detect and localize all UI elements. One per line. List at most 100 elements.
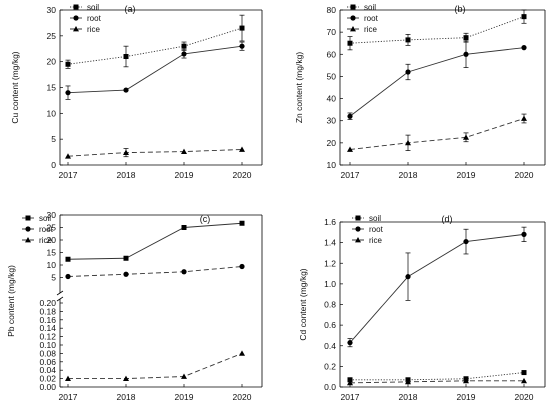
- y-tick-label: 0.00: [39, 382, 56, 392]
- legend: soil root rice: [70, 3, 102, 34]
- x-tick-label: 2017: [59, 170, 78, 180]
- x-tick-label: 2019: [457, 170, 476, 180]
- data-point-soil: [181, 43, 187, 49]
- x-tick-label: 2017: [59, 392, 78, 401]
- y-tick-label: 5: [51, 134, 56, 144]
- series-line-soil: [349, 16, 525, 44]
- data-point-soil: [65, 61, 71, 67]
- data-point-root: [239, 43, 245, 49]
- legend-label-soil: soil: [39, 214, 51, 223]
- y-tick-label: 0.12: [39, 332, 56, 342]
- data-point-soil: [65, 256, 71, 262]
- y-tick-label: 0.06: [39, 357, 56, 367]
- legend-label-rice: rice: [364, 25, 377, 34]
- data-point-rice: [239, 350, 245, 356]
- y-tick-label: 5: [51, 273, 56, 283]
- data-point-rice: [239, 146, 245, 152]
- data-point-rice: [405, 139, 411, 146]
- data-point-soil: [347, 377, 353, 383]
- legend-label-root: root: [87, 14, 102, 23]
- data-point-rice: [123, 375, 129, 381]
- legend-marker-soil: [73, 4, 79, 10]
- y-tick-label: 25: [47, 31, 57, 41]
- data-point-root: [65, 273, 71, 280]
- data-point-rice: [123, 149, 129, 155]
- y-tick-label: 40: [327, 94, 337, 104]
- chart-panel-2: 0.000.020.040.060.080.100.120.140.160.18…: [6, 210, 263, 401]
- legend-marker-soil: [355, 215, 361, 221]
- legend-marker-rice: [73, 26, 79, 32]
- data-point-rice: [463, 377, 469, 384]
- data-point-root: [521, 231, 527, 237]
- series-rice: [347, 377, 527, 386]
- axis-break-mark: [56, 290, 64, 296]
- series-line-soil: [350, 372, 525, 381]
- y-tick-label: 30: [47, 5, 57, 15]
- y-tick-label: 60: [327, 49, 337, 59]
- y-tick-label: 0.02: [39, 374, 56, 384]
- data-point-soil: [521, 14, 527, 20]
- x-tick-label: 2020: [233, 170, 252, 180]
- legend-label-soil: soil: [87, 3, 99, 12]
- data-point-rice: [181, 373, 187, 379]
- data-point-root: [65, 90, 71, 96]
- series-root: [347, 40, 527, 120]
- data-point-root: [463, 238, 469, 245]
- series-line-root: [349, 47, 525, 117]
- chart-panel-1: 10 20 30 40 50 60 70 80 2017 2018 2019 2020 Zn conte…: [294, 3, 546, 180]
- data-point-rice: [347, 379, 353, 386]
- y-axis-title: Zn content (mg/kg): [294, 52, 304, 124]
- y-tick-label: 0.14: [39, 323, 56, 333]
- series-root: [65, 41, 245, 100]
- series-rice: [65, 146, 245, 159]
- legend-marker-root: [355, 226, 361, 232]
- legend-label-rice: rice: [87, 25, 100, 34]
- y-tick-label: 0.18: [39, 306, 56, 316]
- data-point-root: [405, 69, 411, 75]
- data-point-root: [521, 45, 527, 51]
- data-point-rice: [347, 146, 353, 152]
- y-tick-label: 0: [51, 160, 56, 170]
- x-tick-label: 2017: [341, 392, 360, 401]
- data-point-root: [463, 51, 469, 57]
- panel-label: (c): [200, 214, 211, 224]
- legend: soil root rice: [347, 3, 379, 34]
- data-point-rice: [65, 153, 71, 159]
- data-point-rice: [521, 377, 527, 384]
- data-point-soil: [405, 37, 411, 43]
- series-line-root: [67, 45, 243, 94]
- data-point-root: [405, 274, 411, 280]
- legend-label-soil: soil: [369, 214, 381, 223]
- chart-panel-0: 0 5 10 15 20 25 30 2017 2018 2019 2020 Cu content (…: [10, 3, 263, 180]
- x-tick-label: 2019: [457, 392, 476, 401]
- y-tick-label: 20: [327, 138, 337, 148]
- data-point-soil: [347, 40, 353, 46]
- y-tick-label: 0.8: [324, 300, 336, 310]
- y-tick-label: 0.2: [324, 361, 336, 371]
- series-line-root: [349, 233, 525, 343]
- legend-label-root: root: [364, 14, 379, 23]
- data-point-rice: [521, 115, 527, 121]
- axis-break-mark: [56, 296, 64, 302]
- y-tick-label: 0.0: [324, 382, 336, 392]
- y-tick-label: 30: [327, 116, 337, 126]
- series-rice: [65, 350, 245, 381]
- data-point-soil: [181, 225, 187, 230]
- series-soil: [347, 370, 527, 383]
- x-tick-label: 2020: [233, 392, 252, 401]
- x-tick-label: 2017: [341, 170, 360, 180]
- y-tick-label: 0.6: [324, 320, 336, 330]
- y-tick-label: 10: [47, 260, 57, 270]
- series-line-rice: [349, 118, 525, 150]
- data-point-root: [239, 263, 245, 270]
- y-tick-label: 0.08: [39, 348, 56, 358]
- data-point-root: [123, 87, 129, 93]
- x-tick-label: 2018: [117, 170, 136, 180]
- y-tick-label: 50: [327, 71, 337, 81]
- legend-marker-rice: [25, 237, 31, 243]
- y-tick-label: 20: [47, 57, 57, 67]
- data-point-soil: [463, 35, 469, 41]
- y-tick-label: 1.6: [324, 217, 336, 227]
- data-point-soil: [239, 25, 245, 31]
